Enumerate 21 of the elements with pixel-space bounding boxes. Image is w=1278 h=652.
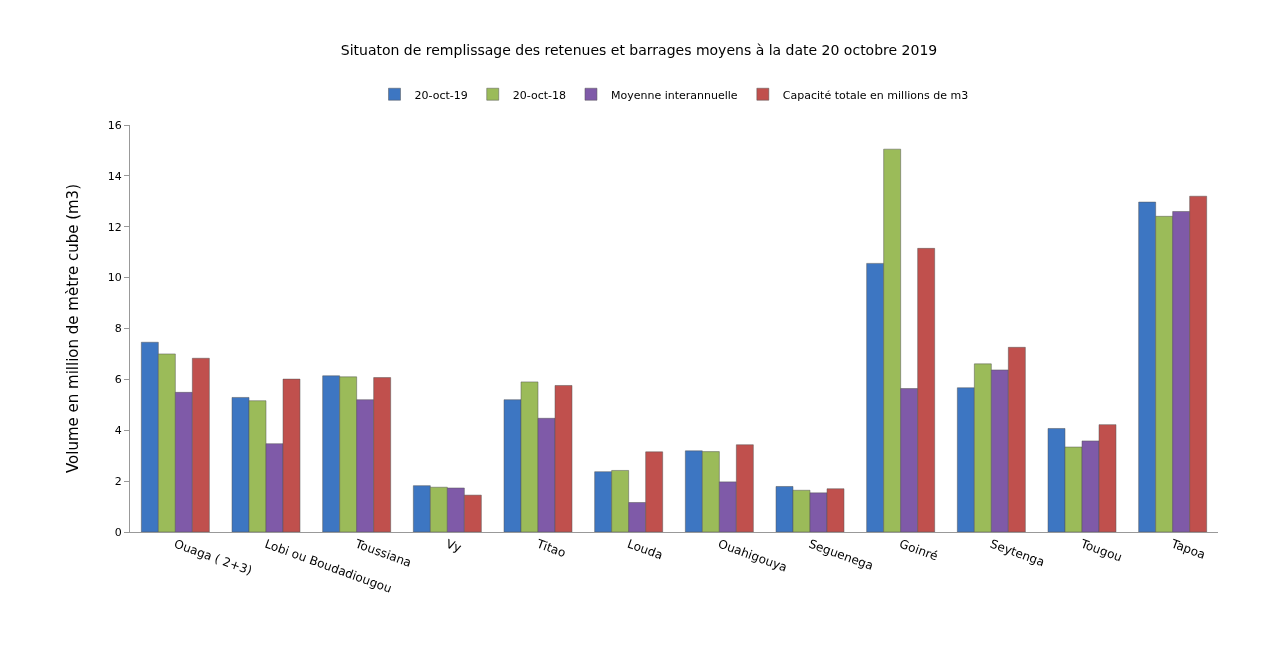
x-tick-label: Vy: [444, 536, 464, 555]
y-tick-label: 6: [114, 373, 122, 387]
x-tick-label: Tapoa: [1168, 536, 1208, 562]
x-tick-label: Ouaga ( 2+3): [172, 536, 254, 578]
x-tick-label: Louda: [625, 536, 665, 563]
x-tick-label: Goinré: [897, 536, 940, 564]
x-tick-label: Titao: [533, 536, 568, 561]
y-axis-title: Volume en million de mètre cube (m3): [64, 184, 83, 473]
legend-label: Capacité totale en millions de m3: [782, 88, 969, 102]
y-tick-label: 8: [114, 322, 122, 336]
y-tick-label: 12: [107, 220, 122, 234]
y-tick-label: 16: [107, 118, 122, 132]
y-tick-label: 10: [107, 271, 122, 285]
y-tick-label: 2: [114, 474, 122, 488]
y-tick-label: 4: [114, 424, 122, 438]
y-tick-label: 14: [107, 169, 122, 183]
legend-label: Moyenne interannuelle: [610, 88, 738, 102]
y-tick-label: 0: [114, 525, 122, 539]
legend-label: 20-oct-18: [512, 88, 566, 102]
legend-label: 20-oct-19: [414, 88, 468, 102]
chart-title: Situaton de remplissage des retenues et barrages moyens à la date 20 octobre 2019: [340, 42, 938, 59]
